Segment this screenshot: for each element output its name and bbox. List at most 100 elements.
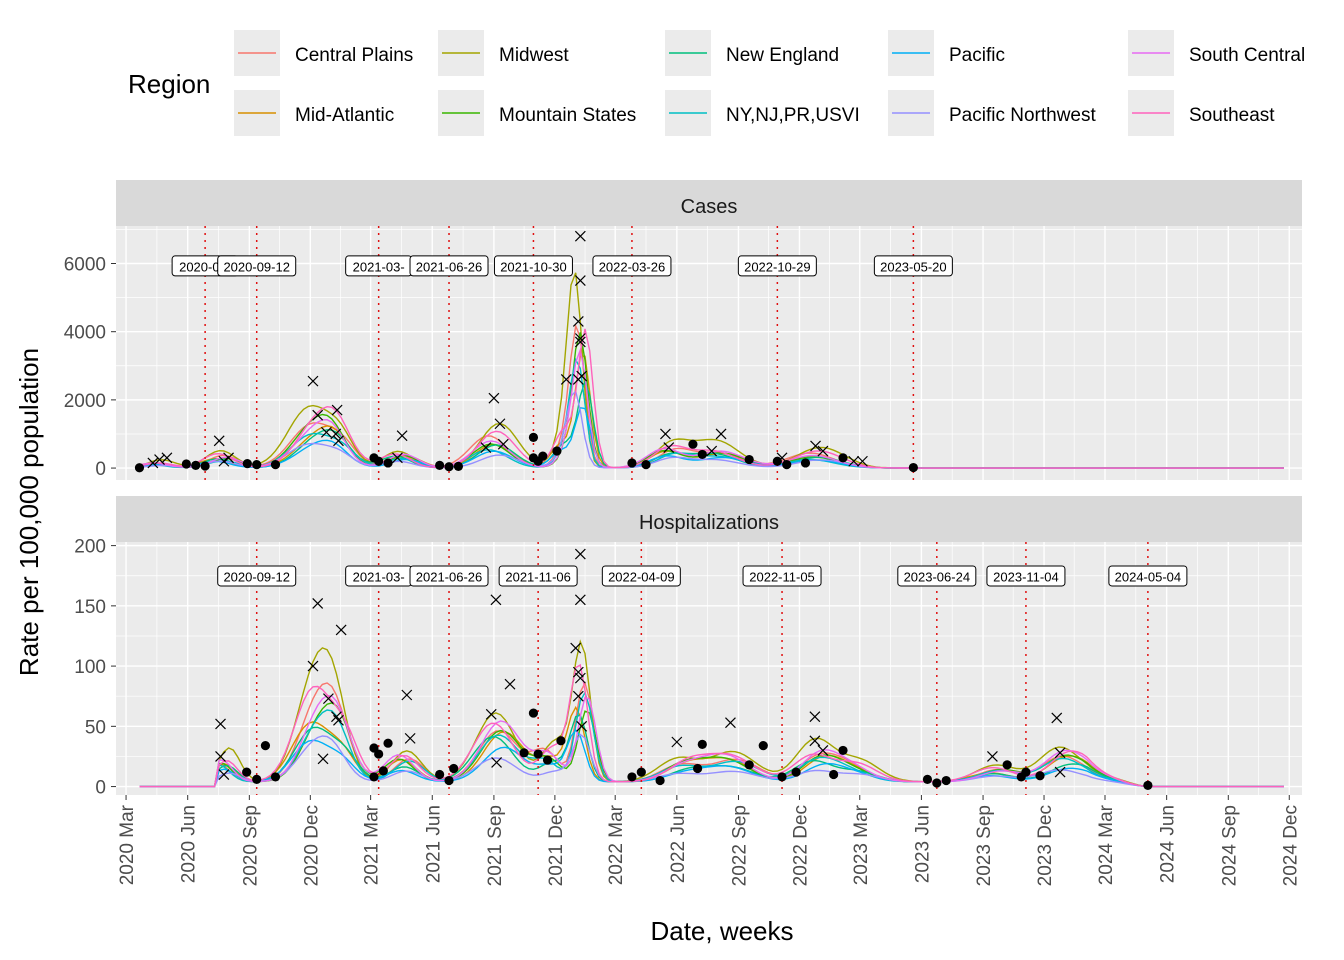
x-tick-label: 2022 Jun (668, 805, 689, 883)
trough-marker (758, 741, 768, 751)
y-tick-label: 0 (95, 459, 106, 480)
peak-marker-stroke (312, 598, 324, 609)
peak-marker-stroke (404, 732, 416, 744)
trough-marker (533, 456, 543, 466)
legend-label-pacific: Pacific (949, 45, 1005, 66)
peak-marker (320, 426, 332, 438)
peak-marker-stroke (817, 445, 829, 457)
wave-label-text: 2022-11-05 (749, 569, 815, 584)
wave-label-text: 2021-10-30 (500, 259, 567, 274)
peak-marker-stroke (497, 438, 509, 450)
peak-marker (307, 375, 319, 387)
peak-marker (572, 666, 584, 678)
trough-marker (627, 458, 637, 468)
peak-marker (715, 428, 727, 440)
peak-marker-stroke (490, 594, 502, 606)
legend-title: Region (128, 69, 210, 99)
trough-marker (777, 772, 787, 782)
peak-marker-stroke (331, 711, 342, 723)
peak-marker-stroke (574, 275, 586, 286)
peak-marker (218, 455, 230, 467)
legend-label-south-central: South Central (1189, 45, 1305, 66)
wave-label-text: 2021-03- (353, 569, 405, 584)
trough-marker (181, 459, 191, 469)
peak-marker-stroke (572, 316, 584, 327)
peak-marker (307, 660, 319, 672)
y-tick-label: 4000 (64, 323, 106, 344)
peak-marker-stroke (857, 455, 868, 467)
peak-marker-stroke (574, 230, 586, 242)
series-line-new-england (139, 714, 1284, 788)
wave-label: 2021-03- (345, 565, 413, 587)
peak-marker-stroke (488, 392, 500, 404)
series-line-pacific-northwest (139, 733, 1284, 788)
peak-marker (809, 711, 821, 723)
x-tick-label: 2021 Mar (362, 804, 383, 885)
peak-marker (574, 672, 586, 684)
wave-label-box (897, 565, 977, 587)
wave-label: 2022-10-29 (737, 255, 817, 277)
x-tick-label: 2020 Mar (117, 804, 138, 885)
y-axis-title: Rate per 100,000 population (14, 348, 44, 676)
peak-marker-stroke (330, 428, 342, 440)
wave-label-text: 2023-11-04 (993, 569, 1059, 584)
peak-marker-stroke (494, 418, 506, 430)
x-tick-label: 2022 Sep (730, 805, 751, 886)
wave-label: 2023-05-20 (873, 255, 953, 277)
peak-marker-stroke (317, 753, 329, 765)
peak-marker (223, 452, 234, 464)
peak-marker-stroke (576, 720, 588, 732)
legend-label-central-plains: Central Plains (295, 45, 413, 66)
trough-marker (829, 769, 839, 780)
peak-marker (663, 442, 675, 454)
peak-marker-stroke (307, 660, 319, 672)
peak-marker-stroke (660, 428, 671, 440)
strip-label-cases: Cases (681, 196, 738, 218)
peak-marker-stroke (809, 735, 821, 747)
peak-marker (401, 689, 413, 701)
x-tick-label: 2021 Sep (485, 805, 506, 886)
x-tick-label: 2020 Dec (301, 805, 322, 886)
strip-label-hospitalizations: Hospitalizations (639, 512, 779, 534)
trough-marker (688, 439, 698, 449)
trough-marker (1035, 771, 1045, 781)
legend-label-new-england: New England (726, 45, 839, 66)
wave-label-box (742, 565, 822, 587)
peak-marker (706, 445, 718, 457)
trough-marker (627, 772, 637, 782)
trough-marker (200, 461, 210, 471)
peak-marker-stroke (725, 717, 736, 729)
trough-marker (270, 772, 281, 782)
peak-marker (161, 452, 173, 464)
peak-marker (488, 392, 500, 404)
peak-marker (660, 428, 671, 440)
trough-marker (435, 460, 445, 470)
trough-marker (519, 748, 529, 758)
wave-label-text: 2020-09-12 (223, 259, 290, 274)
strip-cases (116, 180, 1302, 226)
peak-marker (574, 230, 586, 242)
peak-marker (725, 717, 736, 729)
trough-marker (697, 449, 707, 460)
wave-label: 2022-04-09 (601, 565, 681, 587)
wave-label: 2021-11-06 (498, 565, 578, 587)
trough-marker (744, 760, 754, 770)
peak-marker-stroke (335, 624, 347, 636)
peak-marker-stroke (333, 714, 344, 726)
peak-marker-stroke (572, 373, 584, 385)
series-line-south-central (139, 694, 1284, 788)
peak-marker (490, 594, 502, 606)
trough-marker (556, 736, 566, 746)
x-tick-label: 2022 Mar (606, 804, 627, 885)
wave-label: 2020-09-12 (217, 565, 297, 587)
x-tick-label: 2024 Sep (1219, 805, 1240, 886)
trough-marker (252, 774, 262, 784)
peak-marker-stroke (161, 452, 173, 464)
peak-marker-stroke (154, 454, 165, 465)
peak-marker-stroke (809, 711, 821, 723)
trough-marker (1021, 767, 1031, 777)
trough-marker (908, 462, 918, 473)
trough-marker (374, 456, 384, 466)
peak-marker (560, 373, 572, 385)
